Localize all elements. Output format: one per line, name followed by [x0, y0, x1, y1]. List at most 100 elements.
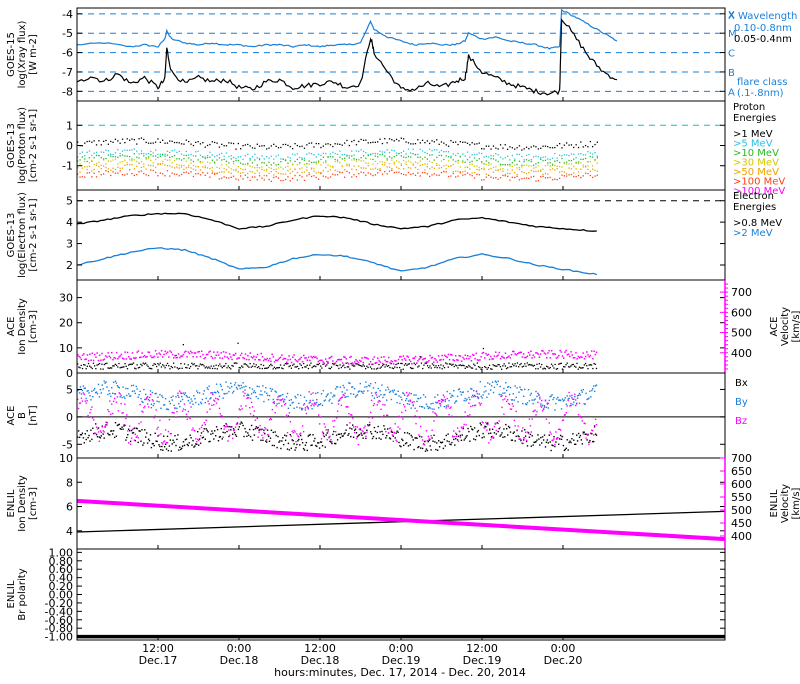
- data-point-velocity: [323, 363, 326, 365]
- data-point->5 MeV: [263, 158, 265, 160]
- data-point->50 MeV: [303, 171, 306, 173]
- data-point-Bz: [409, 399, 411, 401]
- data-point-By: [461, 434, 463, 436]
- data-point-By: [515, 435, 517, 438]
- data-point->100 MeV: [471, 175, 473, 177]
- data-point-Bz: [474, 404, 477, 406]
- data-point-By: [372, 435, 375, 438]
- data-point->1 MeV: [159, 141, 161, 143]
- data-point-Bx: [109, 392, 111, 395]
- data-point->100 MeV: [374, 174, 376, 176]
- data-point-By: [465, 436, 467, 438]
- data-point-Bz: [147, 406, 150, 408]
- data-point-By: [122, 428, 124, 430]
- data-point-Bz: [478, 402, 480, 404]
- data-point-Bx: [125, 387, 127, 390]
- data-point-By: [318, 442, 320, 444]
- data-point->100 MeV: [114, 172, 117, 174]
- data-point-Bz: [296, 433, 298, 435]
- data-point->5 MeV: [251, 156, 254, 158]
- data-point-Bz: [486, 429, 488, 431]
- data-point-By: [399, 445, 401, 447]
- data-point->100 MeV: [393, 172, 395, 174]
- data-point-Bz: [229, 434, 231, 436]
- data-point-density: [437, 365, 440, 367]
- data-point-By: [466, 435, 468, 437]
- data-point-density: [131, 363, 133, 365]
- data-point->30 MeV: [530, 165, 532, 167]
- data-point-velocity: [266, 357, 268, 360]
- data-point-Bz: [86, 400, 88, 402]
- data-point-velocity: [550, 350, 553, 352]
- data-point-density: [307, 367, 310, 370]
- data-point-Bz: [376, 404, 378, 406]
- legend-entry: >10 MeV: [733, 148, 779, 159]
- data-point-By: [353, 429, 356, 431]
- data-point-density: [125, 365, 127, 367]
- data-point->30 MeV: [180, 164, 183, 166]
- data-point-density: [207, 367, 209, 369]
- data-point-Bx: [586, 398, 588, 401]
- data-point-Bx: [111, 387, 113, 389]
- data-point->5 MeV: [256, 157, 258, 159]
- data-point-Bx: [152, 404, 154, 407]
- data-point-Bz: [293, 430, 295, 432]
- data-point-Bz: [524, 437, 526, 439]
- data-point->10 MeV: [119, 155, 121, 157]
- data-point-velocity: [245, 358, 248, 361]
- data-point-Bx: [137, 396, 139, 398]
- data-point-By: [576, 440, 579, 442]
- data-point->5 MeV: [86, 151, 88, 153]
- data-point-Bx: [181, 395, 183, 398]
- data-point-density: [575, 366, 577, 368]
- data-point-density: [532, 365, 534, 367]
- data-point-Bz: [312, 392, 314, 394]
- data-point-Bz: [564, 414, 566, 416]
- data-point-By: [206, 429, 208, 432]
- data-point-Bx: [118, 387, 120, 389]
- data-point-density: [300, 364, 302, 366]
- data-point-Bx: [304, 409, 307, 411]
- y-axis-label-ace_density: [cm-3]: [28, 310, 39, 343]
- data-point-Bx: [369, 385, 371, 387]
- data-point->5 MeV: [308, 152, 310, 154]
- data-point-Bx: [290, 399, 292, 401]
- data-point->50 MeV: [299, 168, 301, 170]
- data-point-Bz: [339, 397, 342, 400]
- data-point->50 MeV: [365, 167, 367, 169]
- data-point-velocity: [83, 353, 85, 355]
- data-point->50 MeV: [280, 173, 282, 175]
- data-point-Bz: [313, 403, 315, 405]
- data-point-velocity: [224, 355, 226, 358]
- data-point->5 MeV: [424, 151, 426, 154]
- data-point-Bz: [394, 423, 396, 425]
- data-point->100 MeV: [403, 173, 405, 176]
- data-point->100 MeV: [499, 177, 502, 179]
- data-point-Bx: [570, 403, 572, 405]
- data-point->30 MeV: [459, 166, 461, 168]
- data-point-By: [411, 436, 413, 438]
- data-point->5 MeV: [221, 152, 223, 154]
- data-point->10 MeV: [237, 159, 239, 162]
- data-point->10 MeV: [388, 156, 391, 158]
- data-point-Bx: [334, 395, 336, 397]
- data-point-density: [383, 363, 385, 366]
- data-point-velocity: [120, 353, 123, 356]
- data-point->100 MeV: [561, 174, 563, 176]
- data-point-velocity: [384, 359, 386, 362]
- data-point->1 MeV: [306, 144, 308, 146]
- data-point-density: [458, 364, 460, 366]
- data-point-By: [221, 438, 223, 440]
- data-point-velocity: [318, 359, 321, 362]
- data-point-Bx: [574, 396, 576, 398]
- data-point-Bx: [289, 404, 291, 406]
- data-point-velocity: [408, 359, 411, 361]
- data-point-velocity: [530, 350, 532, 352]
- data-point-Bz: [465, 424, 467, 426]
- data-point->5 MeV: [379, 150, 381, 152]
- data-point->10 MeV: [577, 161, 580, 163]
- data-point-velocity: [157, 356, 159, 358]
- data-point-velocity: [114, 357, 117, 360]
- data-point-density: [114, 363, 116, 365]
- data-point-density: [396, 366, 398, 369]
